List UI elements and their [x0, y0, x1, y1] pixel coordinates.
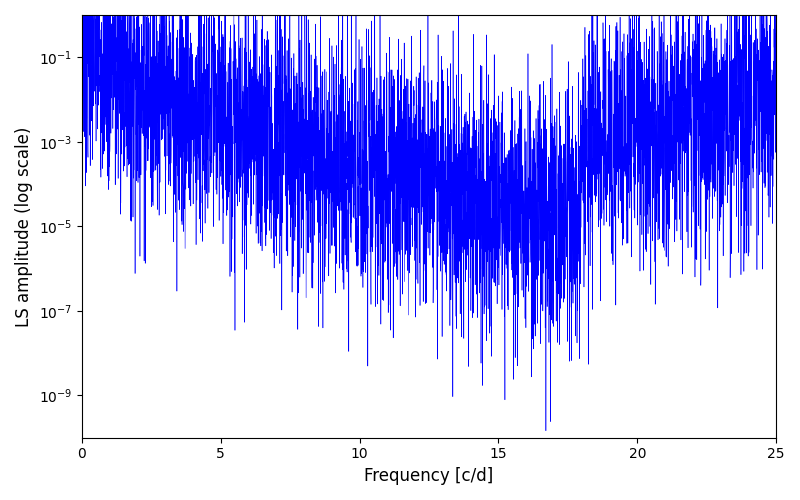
X-axis label: Frequency [c/d]: Frequency [c/d] [364, 467, 494, 485]
Y-axis label: LS amplitude (log scale): LS amplitude (log scale) [15, 126, 33, 326]
